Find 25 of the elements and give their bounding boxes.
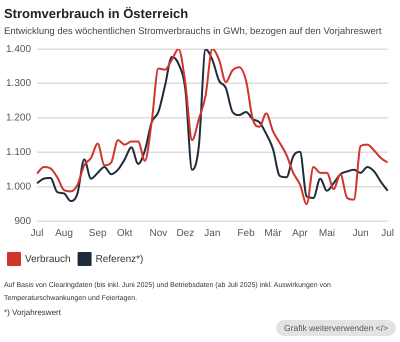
y-tick-label: 1.300 [6, 78, 32, 90]
y-tick-label: 1.000 [6, 181, 32, 192]
chart-subtitle: Entwicklung des wöchentlichen Stromverbrauchs in GWh, bezogen auf den Vorjahreswert [3, 25, 383, 37]
text: Grafik weiterverwenden </> [276, 320, 396, 336]
x-tick-label: Okt [116, 228, 133, 239]
y-tick-label: 900 [14, 216, 32, 227]
x-tick-label: Jul [381, 228, 394, 239]
x-tick-label: Sep [88, 228, 108, 239]
x-tick-label: Jun [352, 228, 369, 239]
x-tick-label: Mai [318, 228, 335, 239]
x-tick-label: Feb [237, 228, 256, 239]
x-tick-label: Jan [204, 228, 220, 239]
y-tick-label: 1.400 [6, 44, 32, 55]
x-tick-label: Apr [292, 228, 308, 239]
y-tick-label: 1.100 [6, 146, 32, 158]
legend-label: Verbrauch [25, 254, 71, 265]
x-tick-label: Aug [55, 228, 73, 239]
x-tick-label: Mär [264, 228, 282, 239]
legend-label: Referenz*) [96, 254, 144, 265]
x-tick-label: Nov [149, 228, 168, 239]
y-tick-label: 1.200 [6, 112, 32, 124]
x-tick-label: Dez [176, 228, 194, 239]
chart-title: Stromverbrauch in Österreich [3, 5, 190, 21]
x-tick-label: Jul [30, 228, 44, 239]
text: *) Vorjahreswert [3, 307, 62, 317]
